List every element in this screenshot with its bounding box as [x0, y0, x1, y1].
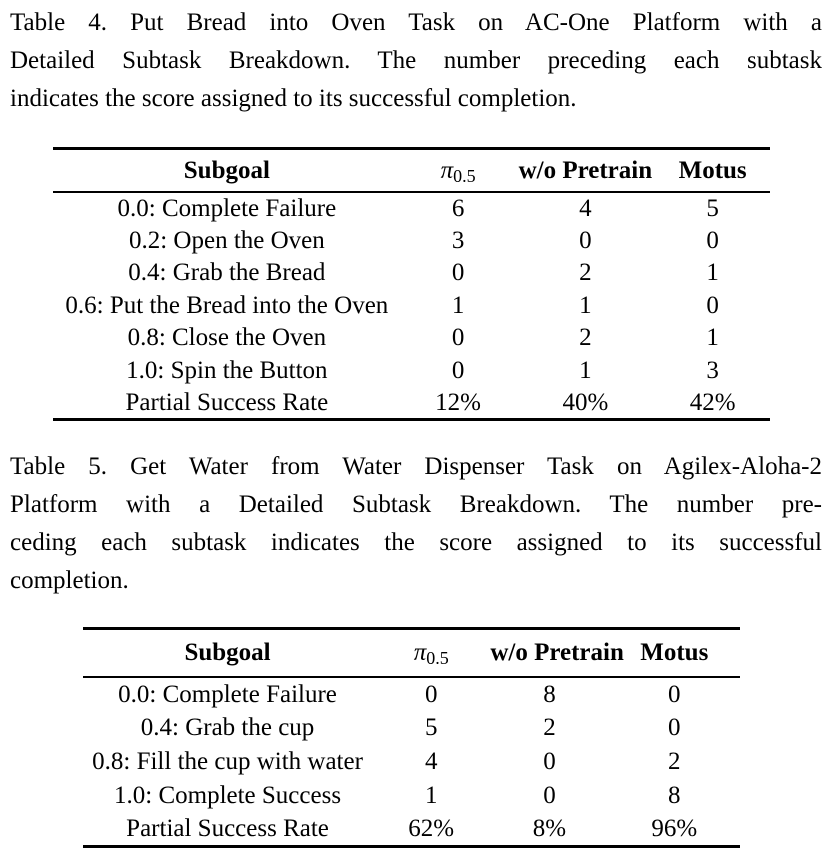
- motus-cell: 0: [668, 714, 681, 741]
- pi-symbol: π: [440, 156, 454, 184]
- motus-cell: 96%: [651, 815, 698, 843]
- col-header-motus: Motus: [640, 639, 709, 667]
- table-row: 0.2: Open the Oven 3 0 0: [53, 224, 770, 257]
- table4-body: 0.0: Complete Failure 6 4 5 0.2: Open th…: [53, 192, 770, 420]
- wo-pretrain-cell: 8%: [532, 815, 567, 843]
- pi05-cell: 3: [451, 226, 465, 254]
- subgoal-cell: 1.0: Complete Success: [114, 782, 342, 809]
- table-row: 0.0: Complete Failure 6 4 5: [53, 192, 770, 225]
- table4-caption: Table 4. Put Bread into Oven Task on AC-…: [10, 4, 822, 118]
- col-header-pi05: π0.5: [401, 149, 516, 192]
- table5-head: Subgoal π0.5 w/o Pretrain Motus: [83, 629, 740, 677]
- subgoal-cell: Partial Success Rate: [125, 388, 329, 416]
- col-header-subgoal: Subgoal: [184, 639, 271, 667]
- motus-cell: 8: [668, 782, 681, 809]
- subgoal-cell: 0.4: Grab the cup: [140, 714, 315, 741]
- table-row: 0.8: Fill the cup with water 4 0 2: [83, 745, 740, 779]
- pi05-cell: 0: [451, 356, 465, 384]
- partial-success-row: Partial Success Rate 12% 40% 42%: [53, 387, 770, 420]
- pi05-cell: 0: [451, 324, 465, 352]
- motus-cell: 42%: [689, 388, 736, 416]
- subgoal-cell: 0.4: Grab the Bread: [128, 259, 326, 287]
- pi-subscript: 0.5: [453, 165, 476, 186]
- col-header-wo-pretrain: w/o Pretrain: [518, 156, 653, 184]
- col-header-wo-pretrain: w/o Pretrain: [490, 639, 624, 667]
- motus-cell: 1: [706, 259, 719, 287]
- pi05-cell: 6: [451, 194, 465, 222]
- pi05-cell: 62%: [408, 815, 455, 843]
- pi05-cell: 0: [451, 259, 465, 287]
- pi05-cell: 12%: [435, 388, 481, 416]
- motus-cell: 1: [706, 324, 719, 352]
- pi05-cell: 1: [451, 291, 465, 319]
- motus-cell: 3: [706, 356, 719, 384]
- table-row: 0.4: Grab the Bread 0 2 1: [53, 257, 770, 290]
- motus-cell: 0: [706, 226, 719, 254]
- table5-caption: Table 5. Get Water from Water Dispenser …: [10, 448, 822, 600]
- table5: Subgoal π0.5 w/o Pretrain Motus 0.0: Com…: [83, 627, 740, 848]
- caption-line: Table 5. Get Water from Water Dispenser …: [10, 453, 822, 480]
- wo-pretrain-cell: 40%: [562, 388, 609, 416]
- wo-pretrain-cell: 0: [543, 782, 556, 809]
- table-row: 0.4: Grab the cup 5 2 0: [83, 711, 740, 745]
- caption-line: Detailed Subtask Breakdown. The number p…: [10, 47, 822, 74]
- table5-body: 0.0: Complete Failure 0 8 0 0.4: Grab th…: [83, 677, 740, 847]
- subgoal-cell: 0.0: Complete Failure: [117, 194, 337, 222]
- caption-line: indicates the score assigned to its succ…: [10, 85, 577, 112]
- wo-pretrain-cell: 0: [543, 748, 556, 775]
- partial-success-row: Partial Success Rate 62% 8% 96%: [83, 813, 740, 847]
- table-row: 1.0: Spin the Button 0 1 3: [53, 354, 770, 387]
- wo-pretrain-cell: 4: [579, 194, 592, 222]
- subgoal-cell: 1.0: Spin the Button: [126, 356, 328, 384]
- subgoal-cell: 0.8: Close the Oven: [127, 324, 327, 352]
- wo-pretrain-cell: 2: [579, 324, 592, 352]
- subgoal-cell: Partial Success Rate: [126, 815, 329, 843]
- pi05-cell: 4: [424, 748, 438, 775]
- motus-cell: 5: [706, 194, 719, 222]
- pi-subscript: 0.5: [426, 648, 449, 669]
- wo-pretrain-cell: 2: [543, 714, 556, 741]
- subgoal-cell: 0.6: Put the Bread into the Oven: [65, 291, 389, 319]
- motus-cell: 0: [668, 680, 681, 708]
- wo-pretrain-cell: 2: [579, 259, 592, 287]
- wo-pretrain-cell: 0: [579, 226, 592, 254]
- caption-line: Table 4. Put Bread into Oven Task on AC-…: [10, 9, 822, 36]
- table4: Subgoal π0.5 w/o Pretrain Motus 0.0: Com…: [53, 147, 770, 421]
- table-row: 0.8: Close the Oven 0 2 1: [53, 322, 770, 355]
- wo-pretrain-cell: 1: [579, 291, 592, 319]
- pi05-cell: 5: [424, 714, 438, 741]
- table-header-row: Subgoal π0.5 w/o Pretrain Motus: [53, 149, 770, 192]
- pi05-cell: 0: [424, 680, 438, 708]
- table-row: 1.0: Complete Success 1 0 8: [83, 779, 740, 813]
- wo-pretrain-cell: 1: [579, 356, 592, 384]
- subgoal-cell: 0.0: Complete Failure: [118, 680, 337, 708]
- pi05-cell: 1: [424, 782, 438, 809]
- table-row: 0.0: Complete Failure 0 8 0: [83, 677, 740, 711]
- caption-line: Platform with a Detailed Subtask Breakdo…: [10, 491, 822, 518]
- caption-line: ceding each subtask indicates the score …: [10, 529, 822, 556]
- col-header-pi05: π0.5: [372, 629, 490, 677]
- col-header-subgoal: Subgoal: [183, 156, 270, 184]
- motus-cell: 2: [668, 748, 681, 775]
- caption-line: completion.: [10, 567, 129, 594]
- wo-pretrain-cell: 8: [543, 680, 556, 708]
- motus-cell: 0: [706, 291, 719, 319]
- subgoal-cell: 0.2: Open the Oven: [128, 226, 325, 254]
- table-row: 0.6: Put the Bread into the Oven 1 1 0: [53, 289, 770, 322]
- col-header-motus: Motus: [678, 156, 747, 184]
- table-header-row: Subgoal π0.5 w/o Pretrain Motus: [83, 629, 740, 677]
- subgoal-cell: 0.8: Fill the cup with water: [92, 748, 363, 775]
- pi-symbol: π: [413, 639, 427, 667]
- table4-head: Subgoal π0.5 w/o Pretrain Motus: [53, 149, 770, 192]
